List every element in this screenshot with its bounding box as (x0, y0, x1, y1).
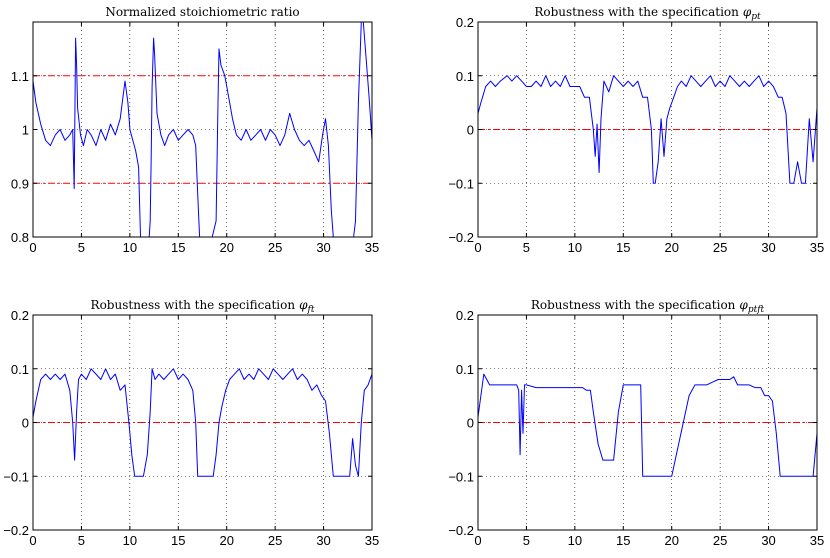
y-tick-label: −0.2 (3, 523, 29, 538)
x-tick-label: 20 (219, 533, 233, 548)
x-tick-label: 35 (365, 240, 379, 255)
series-line (33, 22, 372, 237)
subplot-robustness-phi-pt: 0 5 10 15 20 25 30 35 −0.2 −0.1 0 0.1 0.2 Robustness … (448, 5, 824, 255)
x-tick-label: 15 (616, 240, 630, 255)
chart-title-subscript: pt (751, 12, 761, 22)
y-tick-label: −0.2 (448, 230, 474, 245)
x-tick-label: 20 (664, 533, 678, 548)
y-tick-label: 1.1 (11, 69, 29, 84)
chart-title: Normalized stoichiometric ratio (105, 5, 299, 19)
y-tick-label: −0.1 (3, 469, 29, 484)
x-tick-label: 30 (316, 240, 330, 255)
y-tick-label: 0.1 (11, 362, 29, 377)
x-tick-label: 35 (810, 533, 824, 548)
x-tick-label: 15 (171, 240, 185, 255)
x-tick-label: 0 (474, 240, 481, 255)
subplot-stoichiometric-ratio: 0 5 10 15 20 25 30 35 0.8 0.9 1 1.1 Normalized stoic… (11, 5, 379, 255)
y-tick-label: 0.1 (456, 69, 474, 84)
y-tick-label: 0 (22, 416, 29, 431)
x-tick-label: 10 (123, 533, 137, 548)
x-tick-label: 25 (268, 533, 282, 548)
series-line (33, 368, 372, 477)
x-tick-label: 25 (713, 533, 727, 548)
x-tick-label: 15 (616, 533, 630, 548)
chart-title-text: Robustness with the specification (91, 298, 296, 312)
y-tick-label: 0 (467, 416, 474, 431)
y-tick-label: 0.2 (11, 308, 29, 323)
x-tick-label: 5 (523, 240, 530, 255)
subplot-robustness-phi-ptft: 0 5 10 15 20 25 30 35 −0.2 −0.1 0 0.1 0.2 Robustness … (448, 298, 824, 548)
x-tick-label: 20 (664, 240, 678, 255)
y-tick-label: 0.2 (456, 308, 474, 323)
x-tick-label: 15 (171, 533, 185, 548)
chart-title-text: Robustness with the specification (531, 298, 736, 312)
y-tick-label: −0.1 (448, 176, 474, 191)
x-tick-label: 30 (761, 240, 775, 255)
subplot-robustness-phi-ft: 0 5 10 15 20 25 30 35 −0.2 −0.1 0 0.1 0.2 Robustness … (3, 298, 379, 548)
x-tick-label: 10 (568, 240, 582, 255)
chart-title: Robustness with the specification φft (91, 298, 315, 315)
y-tick-label: 0.1 (456, 362, 474, 377)
y-tick-label: 0.8 (11, 230, 29, 245)
series-line (478, 373, 817, 477)
chart-title-symbol: φ (299, 298, 308, 312)
x-tick-label: 5 (523, 533, 530, 548)
chart-title-text: Normalized stoichiometric ratio (105, 5, 299, 19)
y-tick-label: 0 (467, 123, 474, 138)
x-tick-label: 25 (713, 240, 727, 255)
series-line (478, 75, 817, 184)
x-tick-label: 10 (123, 240, 137, 255)
y-tick-label: 1 (22, 123, 29, 138)
x-tick-label: 35 (365, 533, 379, 548)
x-tick-label: 20 (219, 240, 233, 255)
x-tick-label: 25 (268, 240, 282, 255)
y-tick-label: −0.2 (448, 523, 474, 538)
y-tick-label: −0.1 (448, 469, 474, 484)
x-tick-label: 0 (474, 533, 481, 548)
chart-title-symbol: φ (739, 298, 748, 312)
x-tick-label: 10 (568, 533, 582, 548)
x-tick-label: 0 (29, 533, 36, 548)
chart-title-subscript: ft (307, 305, 315, 315)
chart-title-subscript: ptft (748, 305, 765, 315)
x-tick-label: 30 (316, 533, 330, 548)
x-tick-label: 35 (810, 240, 824, 255)
y-tick-label: 0.9 (11, 176, 29, 191)
chart-title: Robustness with the specification φpt (534, 5, 761, 22)
y-tick-label: 0.2 (456, 15, 474, 30)
chart-title-text: Robustness with the specification (534, 5, 739, 19)
chart-title-symbol: φ (743, 5, 752, 19)
chart-title: Robustness with the specification φptft (531, 298, 765, 315)
x-tick-label: 5 (78, 533, 85, 548)
x-tick-label: 30 (761, 533, 775, 548)
x-tick-label: 0 (29, 240, 36, 255)
x-tick-label: 5 (78, 240, 85, 255)
